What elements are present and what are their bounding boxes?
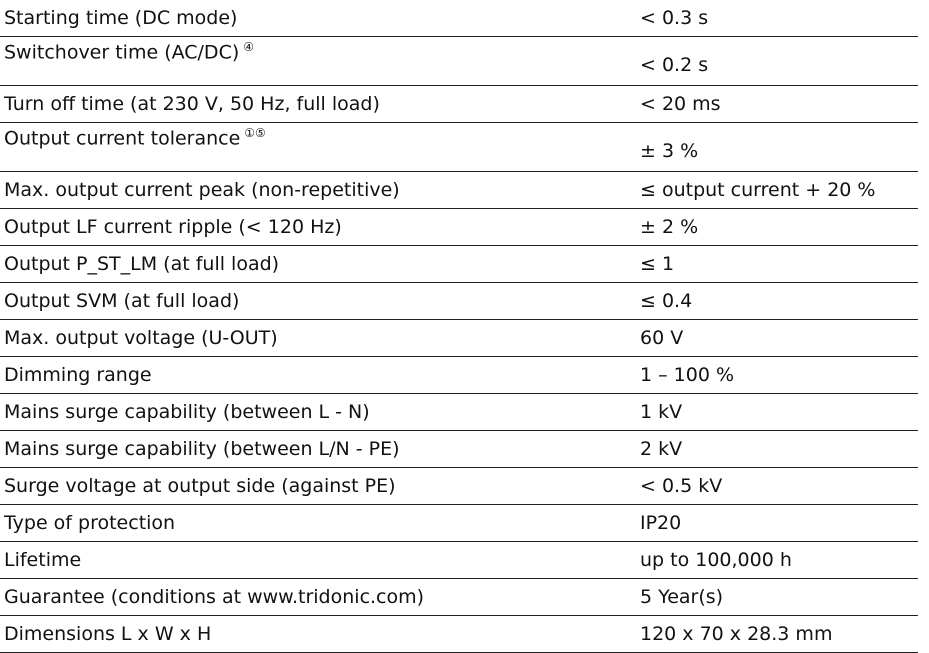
label-cell: Turn off time (at 230 V, 50 Hz, full loa… xyxy=(0,85,636,123)
value: < 0.3 s xyxy=(640,7,709,29)
label-cell: Starting time (DC mode) xyxy=(0,0,636,37)
label-cell: Dimming range xyxy=(0,356,636,394)
spec-row: Output P_ST_LM (at full load) ≤ 1 xyxy=(0,245,918,283)
value-cell: ± 2 % xyxy=(636,208,918,246)
label-cell: Dimensions L x W x H xyxy=(0,615,636,653)
spec-row: Max. output current peak (non-repetitive… xyxy=(0,171,918,209)
value: 2 kV xyxy=(640,438,683,460)
value-cell: ≤ 1 xyxy=(636,245,918,283)
value-cell: 2 kV xyxy=(636,430,918,468)
label: Switchover time (AC/DC) xyxy=(4,41,240,64)
label: Output current tolerance xyxy=(4,127,241,150)
spec-row: Mains surge capability (between L - N) 1 … xyxy=(0,393,918,431)
label: Mains surge capability (between L/N - PE… xyxy=(4,438,400,460)
value: 120 x 70 x 28.3 mm xyxy=(640,623,833,645)
spec-row: Output SVM (at full load) ≤ 0.4 xyxy=(0,282,918,320)
value-cell: 120 x 70 x 28.3 mm xyxy=(636,615,918,653)
value-cell: < 20 ms xyxy=(636,85,918,123)
value-cell: IP20 xyxy=(636,504,918,542)
label-cell: Max. output current peak (non-repetitive… xyxy=(0,171,636,209)
label: Dimming range xyxy=(4,364,152,386)
label-cell: Switchover time (AC/DC) ④ xyxy=(0,36,636,86)
spec-row: Starting time (DC mode) < 0.3 s xyxy=(0,0,918,37)
value-cell: ± 3 % xyxy=(636,122,918,172)
label-cell: Surge voltage at output side (against PE… xyxy=(0,467,636,505)
spec-row: Max. output voltage (U-OUT) 60 V xyxy=(0,319,918,357)
value: ≤ 0.4 xyxy=(640,290,693,312)
spec-row: Dimensions L x W x H 120 x 70 x 28.3 mm xyxy=(0,615,918,653)
value: 1 kV xyxy=(640,401,683,423)
label: Output LF current ripple (< 120 Hz) xyxy=(4,216,342,238)
spec-row: Output LF current ripple (< 120 Hz) ± 2 % xyxy=(0,208,918,246)
value-cell: ≤ 0.4 xyxy=(636,282,918,320)
value-cell: 1 kV xyxy=(636,393,918,431)
spec-row: Turn off time (at 230 V, 50 Hz, full loa… xyxy=(0,85,918,123)
label-cell: Lifetime xyxy=(0,541,636,579)
label: Type of protection xyxy=(4,512,176,534)
label: Mains surge capability (between L - N) xyxy=(4,401,370,423)
value: < 0.5 kV xyxy=(640,475,723,497)
value: 5 Year(s) xyxy=(640,586,724,608)
label: Starting time (DC mode) xyxy=(4,7,238,29)
value-cell: < 0.2 s xyxy=(636,36,918,86)
spec-row: Switchover time (AC/DC) ④ < 0.2 s xyxy=(0,36,918,86)
spec-row: Guarantee (conditions at www.tridonic.co… xyxy=(0,578,918,616)
label-cell: Output SVM (at full load) xyxy=(0,282,636,320)
label-cell: Mains surge capability (between L/N - PE… xyxy=(0,430,636,468)
label-cell: Mains surge capability (between L - N) xyxy=(0,393,636,431)
value: 1 – 100 % xyxy=(640,364,735,386)
value: ± 2 % xyxy=(640,216,699,238)
spec-row: Mains surge capability (between L/N - PE… xyxy=(0,430,918,468)
footnote-ref: ①⑤ xyxy=(244,126,266,140)
value: ≤ output current + 20 % xyxy=(640,179,876,201)
label-cell: Type of protection xyxy=(0,504,636,542)
spec-row: Output current tolerance ①⑤ ± 3 % xyxy=(0,122,918,172)
spec-row: Dimming range 1 – 100 % xyxy=(0,356,918,394)
value-cell: 5 Year(s) xyxy=(636,578,918,616)
label: Dimensions L x W x H xyxy=(4,623,212,645)
value: IP20 xyxy=(640,512,682,534)
label: Output P_ST_LM (at full load) xyxy=(4,253,280,275)
label: Max. output voltage (U-OUT) xyxy=(4,327,278,349)
value: ≤ 1 xyxy=(640,253,675,275)
label-cell: Max. output voltage (U-OUT) xyxy=(0,319,636,357)
label-cell: Output current tolerance ①⑤ xyxy=(0,122,636,172)
spec-row: Surge voltage at output side (against PE… xyxy=(0,467,918,505)
spec-row: Lifetime up to 100,000 h xyxy=(0,541,918,579)
value-cell: < 0.5 kV xyxy=(636,467,918,505)
label: Guarantee (conditions at www.tridonic.co… xyxy=(4,586,425,608)
value: < 0.2 s xyxy=(640,54,709,76)
value-cell: < 0.3 s xyxy=(636,0,918,37)
value: ± 3 % xyxy=(640,140,699,162)
footnote-ref: ④ xyxy=(243,40,255,54)
value: 60 V xyxy=(640,327,684,349)
value-cell: 1 – 100 % xyxy=(636,356,918,394)
label-cell: Guarantee (conditions at www.tridonic.co… xyxy=(0,578,636,616)
label: Turn off time (at 230 V, 50 Hz, full loa… xyxy=(4,93,380,115)
label-cell: Output LF current ripple (< 120 Hz) xyxy=(0,208,636,246)
value: < 20 ms xyxy=(640,93,721,115)
value-cell: ≤ output current + 20 % xyxy=(636,171,918,209)
value-cell: 60 V xyxy=(636,319,918,357)
label: Output SVM (at full load) xyxy=(4,290,240,312)
label: Surge voltage at output side (against PE… xyxy=(4,475,396,497)
label-cell: Output P_ST_LM (at full load) xyxy=(0,245,636,283)
value: up to 100,000 h xyxy=(640,549,792,571)
spec-row: Type of protection IP20 xyxy=(0,504,918,542)
label: Max. output current peak (non-repetitive… xyxy=(4,179,400,201)
value-cell: up to 100,000 h xyxy=(636,541,918,579)
label: Lifetime xyxy=(4,549,82,571)
